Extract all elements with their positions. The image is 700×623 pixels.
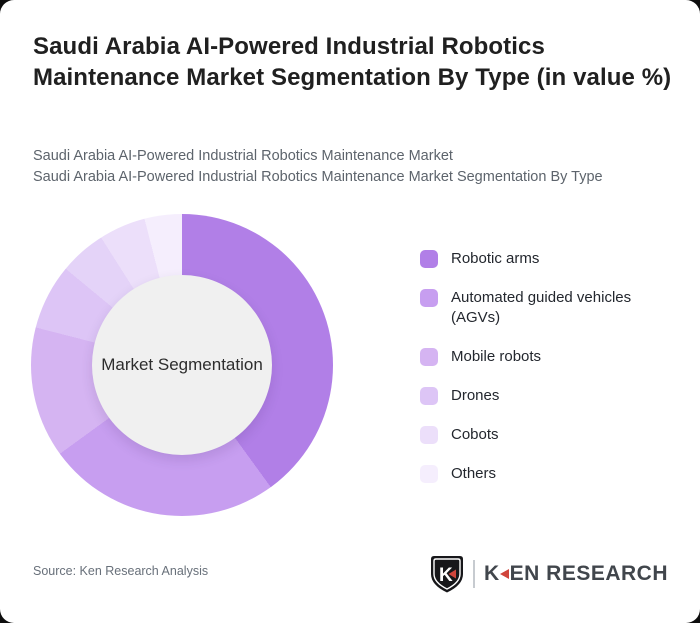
legend-swatch (420, 387, 438, 405)
chart-subtitle-segmentation: Saudi Arabia AI-Powered Industrial Robot… (33, 169, 603, 185)
legend-label: Cobots (451, 426, 499, 443)
logo-wordmark-k: K (483, 562, 500, 585)
legend-item-mobile-robots: Mobile robots (420, 347, 666, 367)
legend-swatch (420, 426, 438, 444)
donut-center-label: Market Segmentation (101, 355, 263, 374)
legend-label: Others (451, 465, 497, 482)
legend-swatch (420, 289, 438, 307)
donut-chart: Market Segmentation (31, 214, 333, 516)
legend-label: Drones (451, 387, 500, 404)
legend-swatch (420, 465, 438, 483)
legend-item-cobots: Cobots (420, 425, 666, 445)
legend-item-others: Others (420, 464, 666, 484)
source-note: Source: Ken Research Analysis (33, 564, 209, 578)
donut-hole: Market Segmentation (92, 275, 272, 455)
logo-red-triangle-icon (499, 569, 509, 579)
legend-item-robotic-arms: Robotic arms (420, 249, 666, 269)
logo-shield-triangle (448, 569, 456, 579)
logo-shield-icon: K (430, 556, 463, 593)
logo-wordmark-rest: EN RESEARCH (509, 562, 668, 585)
page-title: Saudi Arabia AI-Powered Industrial Robot… (33, 33, 672, 91)
legend-item-drones: Drones (420, 386, 666, 406)
legend-label: Robotic arms (451, 250, 540, 267)
logo-divider (472, 560, 475, 588)
chart-legend: Robotic arms Automated guided vehicles (… (420, 249, 666, 484)
logo-wordmark: K EN RESEARCH (484, 562, 668, 586)
legend-swatch (420, 348, 438, 366)
legend-label: Automated guided vehicles (AGVs) (451, 289, 632, 326)
chart-subtitle-market: Saudi Arabia AI-Powered Industrial Robot… (33, 148, 453, 164)
legend-swatch (420, 250, 438, 268)
logo-shield-letter: K (439, 565, 453, 586)
ken-research-logo: K K EN RESEARCH (430, 554, 668, 594)
legend-label: Mobile robots (451, 348, 542, 365)
legend-item-agvs: Automated guided vehicles (AGVs) (420, 288, 666, 328)
